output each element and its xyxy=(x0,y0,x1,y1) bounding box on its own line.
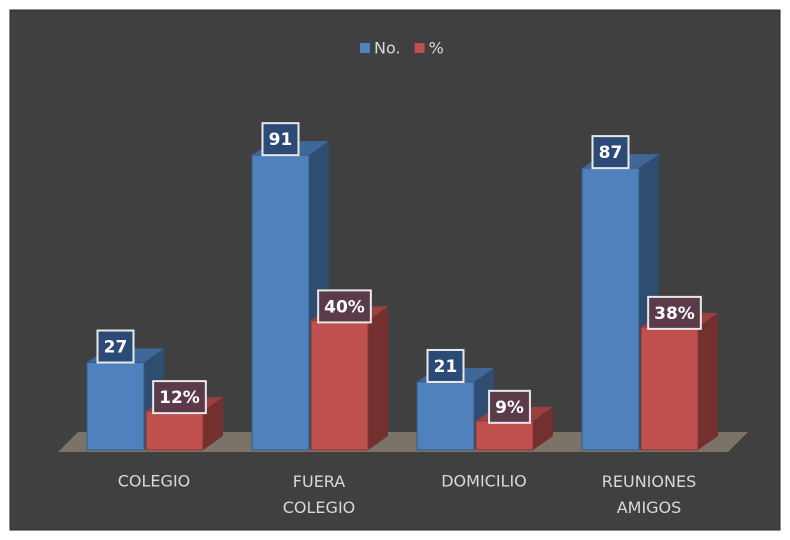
bar-side xyxy=(698,312,718,450)
data-label-box xyxy=(261,122,300,157)
x-tick-label-line: REUNIONES xyxy=(602,472,696,491)
x-tick-label: FUERA COLEGIO xyxy=(283,472,356,517)
data-label: 38% xyxy=(654,304,695,324)
data-label-box xyxy=(317,289,372,324)
data-label-box xyxy=(152,380,207,415)
bar xyxy=(310,319,369,451)
x-tick-label: DOMICILIO xyxy=(441,472,527,491)
x-tick-label-line: AMIGOS xyxy=(617,498,682,517)
legend-swatch xyxy=(414,43,425,53)
bar-side xyxy=(533,406,553,450)
bar xyxy=(86,362,145,451)
data-label: 87 xyxy=(599,143,623,163)
x-tick-label-line: FUERA xyxy=(293,472,345,491)
bar xyxy=(640,326,699,451)
data-label-box xyxy=(647,295,702,330)
data-label: 91 xyxy=(269,130,293,150)
floor xyxy=(58,432,748,452)
data-label: 40% xyxy=(324,297,365,317)
bar-side xyxy=(368,306,388,450)
bar xyxy=(251,154,310,451)
bar-side xyxy=(203,397,223,450)
data-label: 21 xyxy=(434,357,458,377)
x-tick-label-line: COLEGIO xyxy=(283,498,356,517)
data-label-box xyxy=(488,389,531,424)
data-label: 9% xyxy=(495,398,524,418)
data-label: 12% xyxy=(159,388,200,408)
x-tick-label: REUNIONES AMIGOS xyxy=(602,472,696,517)
bar xyxy=(145,410,204,451)
legend-label: No. xyxy=(374,39,401,58)
data-label-box xyxy=(426,348,465,383)
data-label-box xyxy=(591,135,630,170)
legend-label: % xyxy=(429,39,444,58)
x-tick-label: COLEGIO xyxy=(118,472,191,491)
legend-swatch xyxy=(360,43,370,53)
data-label-box xyxy=(96,329,135,364)
bar xyxy=(416,381,475,451)
data-label: 27 xyxy=(104,338,128,358)
bar xyxy=(581,167,640,451)
bar xyxy=(475,420,534,451)
